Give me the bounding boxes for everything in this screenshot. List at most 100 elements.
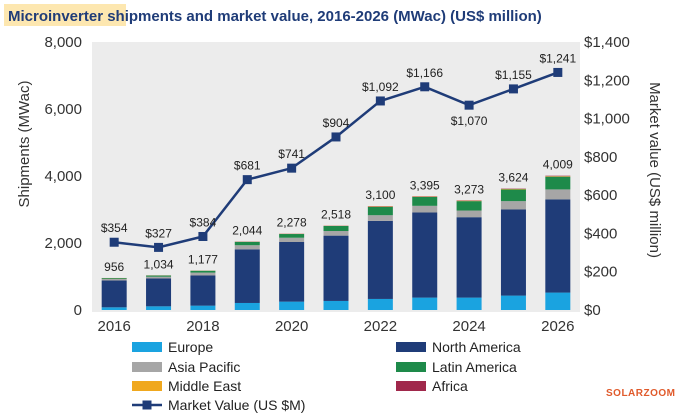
legend-label-north-america: North America — [432, 339, 521, 355]
chart-title-rest: shipments and market value, 2016-2026 (M… — [103, 8, 542, 25]
legend-label-europe: Europe — [168, 339, 213, 355]
legend-swatch-middle-east — [132, 381, 162, 391]
bar-europe-2024 — [456, 297, 482, 310]
legend-swatch-africa — [396, 381, 426, 391]
market-value-label-2026: $1,241 — [539, 51, 576, 65]
bar-latin-america-2020 — [279, 234, 305, 238]
chart-title: Microinverter shipments and market value… — [8, 8, 542, 25]
legend-label-asia-pacific: Asia Pacific — [168, 359, 240, 375]
bar-latin-america-2019 — [234, 241, 260, 246]
market-value-point-2020 — [287, 163, 297, 173]
y2-tick-label: $1,000 — [584, 111, 630, 128]
y-tick-label: 8,000 — [44, 34, 82, 51]
market-value-label-2021: $904 — [323, 116, 350, 130]
y-tick-label: 0 — [74, 302, 82, 319]
market-value-label-2017: $327 — [145, 226, 172, 240]
y2-tick-label: $800 — [584, 149, 617, 166]
bar-latin-america-2021 — [323, 225, 349, 232]
market-value-label-2024: $1,070 — [451, 114, 488, 128]
bar-north-america-2019 — [234, 249, 260, 303]
bar-asia-pacific-2020 — [279, 237, 305, 242]
legend-marker-market-value — [142, 400, 152, 410]
bar-north-america-2017 — [146, 278, 172, 307]
market-value-label-2016: $354 — [101, 221, 128, 235]
bar-asia-pacific-2016 — [101, 278, 127, 281]
legend: Europe North America Asia Pacific Latin Ame… — [132, 339, 521, 413]
y2-axis-label: Market value (US$ million) — [646, 82, 663, 258]
x-tick-label: 2016 — [97, 318, 130, 335]
bar-asia-pacific-2025 — [500, 201, 526, 210]
bar-europe-2022 — [367, 298, 393, 310]
bar-europe-2019 — [234, 302, 260, 310]
total-label-2021: 2,518 — [321, 208, 351, 222]
bar-latin-america-2022 — [367, 206, 393, 216]
legend-swatch-europe — [132, 342, 162, 352]
bar-asia-pacific-2019 — [234, 245, 260, 250]
total-label-2023: 3,395 — [410, 178, 440, 192]
bar-latin-america-2018 — [190, 270, 216, 273]
market-value-label-2018: $384 — [190, 215, 217, 229]
y-tick-label: 6,000 — [44, 101, 82, 118]
y2-tick-label: $1,200 — [584, 72, 630, 89]
bar-north-america-2021 — [323, 235, 349, 301]
x-tick-label: 2020 — [275, 318, 308, 335]
legend-swatch-latin-america — [396, 362, 426, 372]
chart-title-highlight: Microinverter — [8, 8, 103, 25]
y-tick-label: 4,000 — [44, 168, 82, 185]
bar-asia-pacific-2022 — [367, 215, 393, 221]
market-value-point-2024 — [464, 100, 474, 110]
legend-label-africa: Africa — [432, 378, 468, 394]
bar-europe-2021 — [323, 300, 349, 310]
bar-asia-pacific-2018 — [190, 272, 216, 276]
market-value-point-2022 — [375, 96, 385, 106]
bar-latin-america-2023 — [412, 196, 438, 206]
market-value-label-2025: $1,155 — [495, 68, 532, 82]
bar-asia-pacific-2021 — [323, 231, 349, 236]
market-value-label-2019: $681 — [234, 159, 261, 173]
market-value-point-2017 — [154, 242, 164, 252]
watermark: SOLARZOOM — [606, 388, 676, 399]
x-tick-label: 2018 — [186, 318, 219, 335]
bar-europe-2023 — [412, 297, 438, 310]
bar-north-america-2020 — [279, 242, 305, 302]
market-value-point-2026 — [553, 67, 563, 77]
bar-europe-2017 — [146, 306, 172, 310]
legend-label-middle-east: Middle East — [168, 378, 241, 394]
x-tick-label: 2024 — [452, 318, 485, 335]
y2-tick-label: $600 — [584, 187, 617, 204]
bar-north-america-2024 — [456, 217, 482, 298]
bar-latin-america-2026 — [545, 176, 571, 190]
bar-europe-2020 — [279, 301, 305, 311]
y2-tick-label: $1,400 — [584, 34, 630, 51]
bar-europe-2025 — [500, 295, 526, 310]
axes-layer: 0 2,000 4,000 6,000 8,000 $0 $200 $400 $600 $800 $… — [44, 34, 629, 335]
legend-swatch-asia-pacific — [132, 362, 162, 372]
bar-north-america-2026 — [545, 199, 571, 293]
market-value-point-2023 — [420, 82, 430, 92]
bar-europe-2026 — [545, 292, 571, 310]
market-value-label-2022: $1,092 — [362, 80, 399, 94]
total-label-2016: 956 — [104, 260, 124, 274]
bar-middle-east-2026 — [545, 176, 571, 177]
y2-tick-label: $400 — [584, 225, 617, 242]
y-tick-label: 2,000 — [44, 235, 82, 252]
bar-layer — [101, 175, 571, 311]
y-axis-label: Shipments (MWac) — [16, 81, 33, 208]
market-value-point-2019 — [242, 175, 252, 185]
market-value-point-2016 — [109, 237, 119, 247]
market-value-label-2023: $1,166 — [406, 66, 443, 80]
x-tick-label: 2022 — [364, 318, 397, 335]
bar-north-america-2022 — [367, 220, 393, 299]
bar-north-america-2018 — [190, 275, 216, 306]
bar-asia-pacific-2017 — [146, 276, 172, 279]
total-label-2019: 2,044 — [232, 224, 262, 238]
total-label-2025: 3,624 — [498, 171, 528, 185]
bar-asia-pacific-2024 — [456, 210, 482, 218]
bar-latin-america-2017 — [146, 275, 172, 277]
market-value-line-layer — [109, 67, 563, 252]
y2-tick-label: $0 — [584, 302, 601, 319]
bar-latin-america-2016 — [101, 278, 127, 279]
market-value-point-2025 — [508, 84, 518, 94]
bar-north-america-2023 — [412, 212, 438, 298]
